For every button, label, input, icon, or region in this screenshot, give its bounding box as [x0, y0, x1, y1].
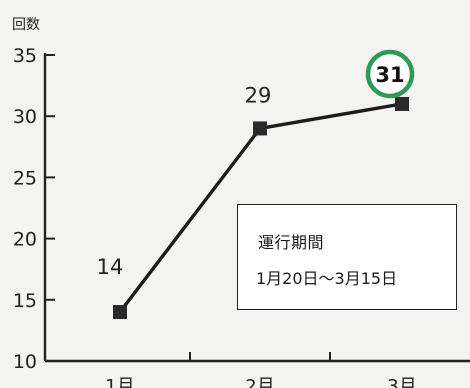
highlight-ring [365, 49, 415, 99]
x-category-label-2: 2月 [245, 376, 274, 388]
data-label-1: 14 [97, 255, 124, 279]
data-point-1 [113, 305, 127, 320]
data-label-2: 29 [245, 83, 272, 107]
data-label-3: 31 [375, 63, 404, 87]
y-tick-label-30: 30 [13, 106, 37, 128]
x-category-label-3: 3月 [387, 376, 416, 388]
x-category-label-1: 1月 [105, 376, 134, 388]
y-tick-label-20: 20 [13, 229, 37, 251]
data-point-3 [395, 96, 409, 111]
y-tick-label-35: 35 [13, 45, 37, 67]
y-tick-label-15: 15 [13, 290, 37, 312]
y-axis-label: 回数 [12, 17, 40, 33]
operation-period-dates: 1月20日～3月15日 [256, 269, 398, 288]
y-tick-label-25: 25 [13, 167, 37, 189]
data-point-2 [253, 121, 267, 136]
y-tick-label-10: 10 [13, 351, 37, 373]
operation-period-title: 運行期間 [258, 233, 325, 252]
operation-period-box: 運行期間 1月20日～3月15日 [237, 204, 457, 310]
